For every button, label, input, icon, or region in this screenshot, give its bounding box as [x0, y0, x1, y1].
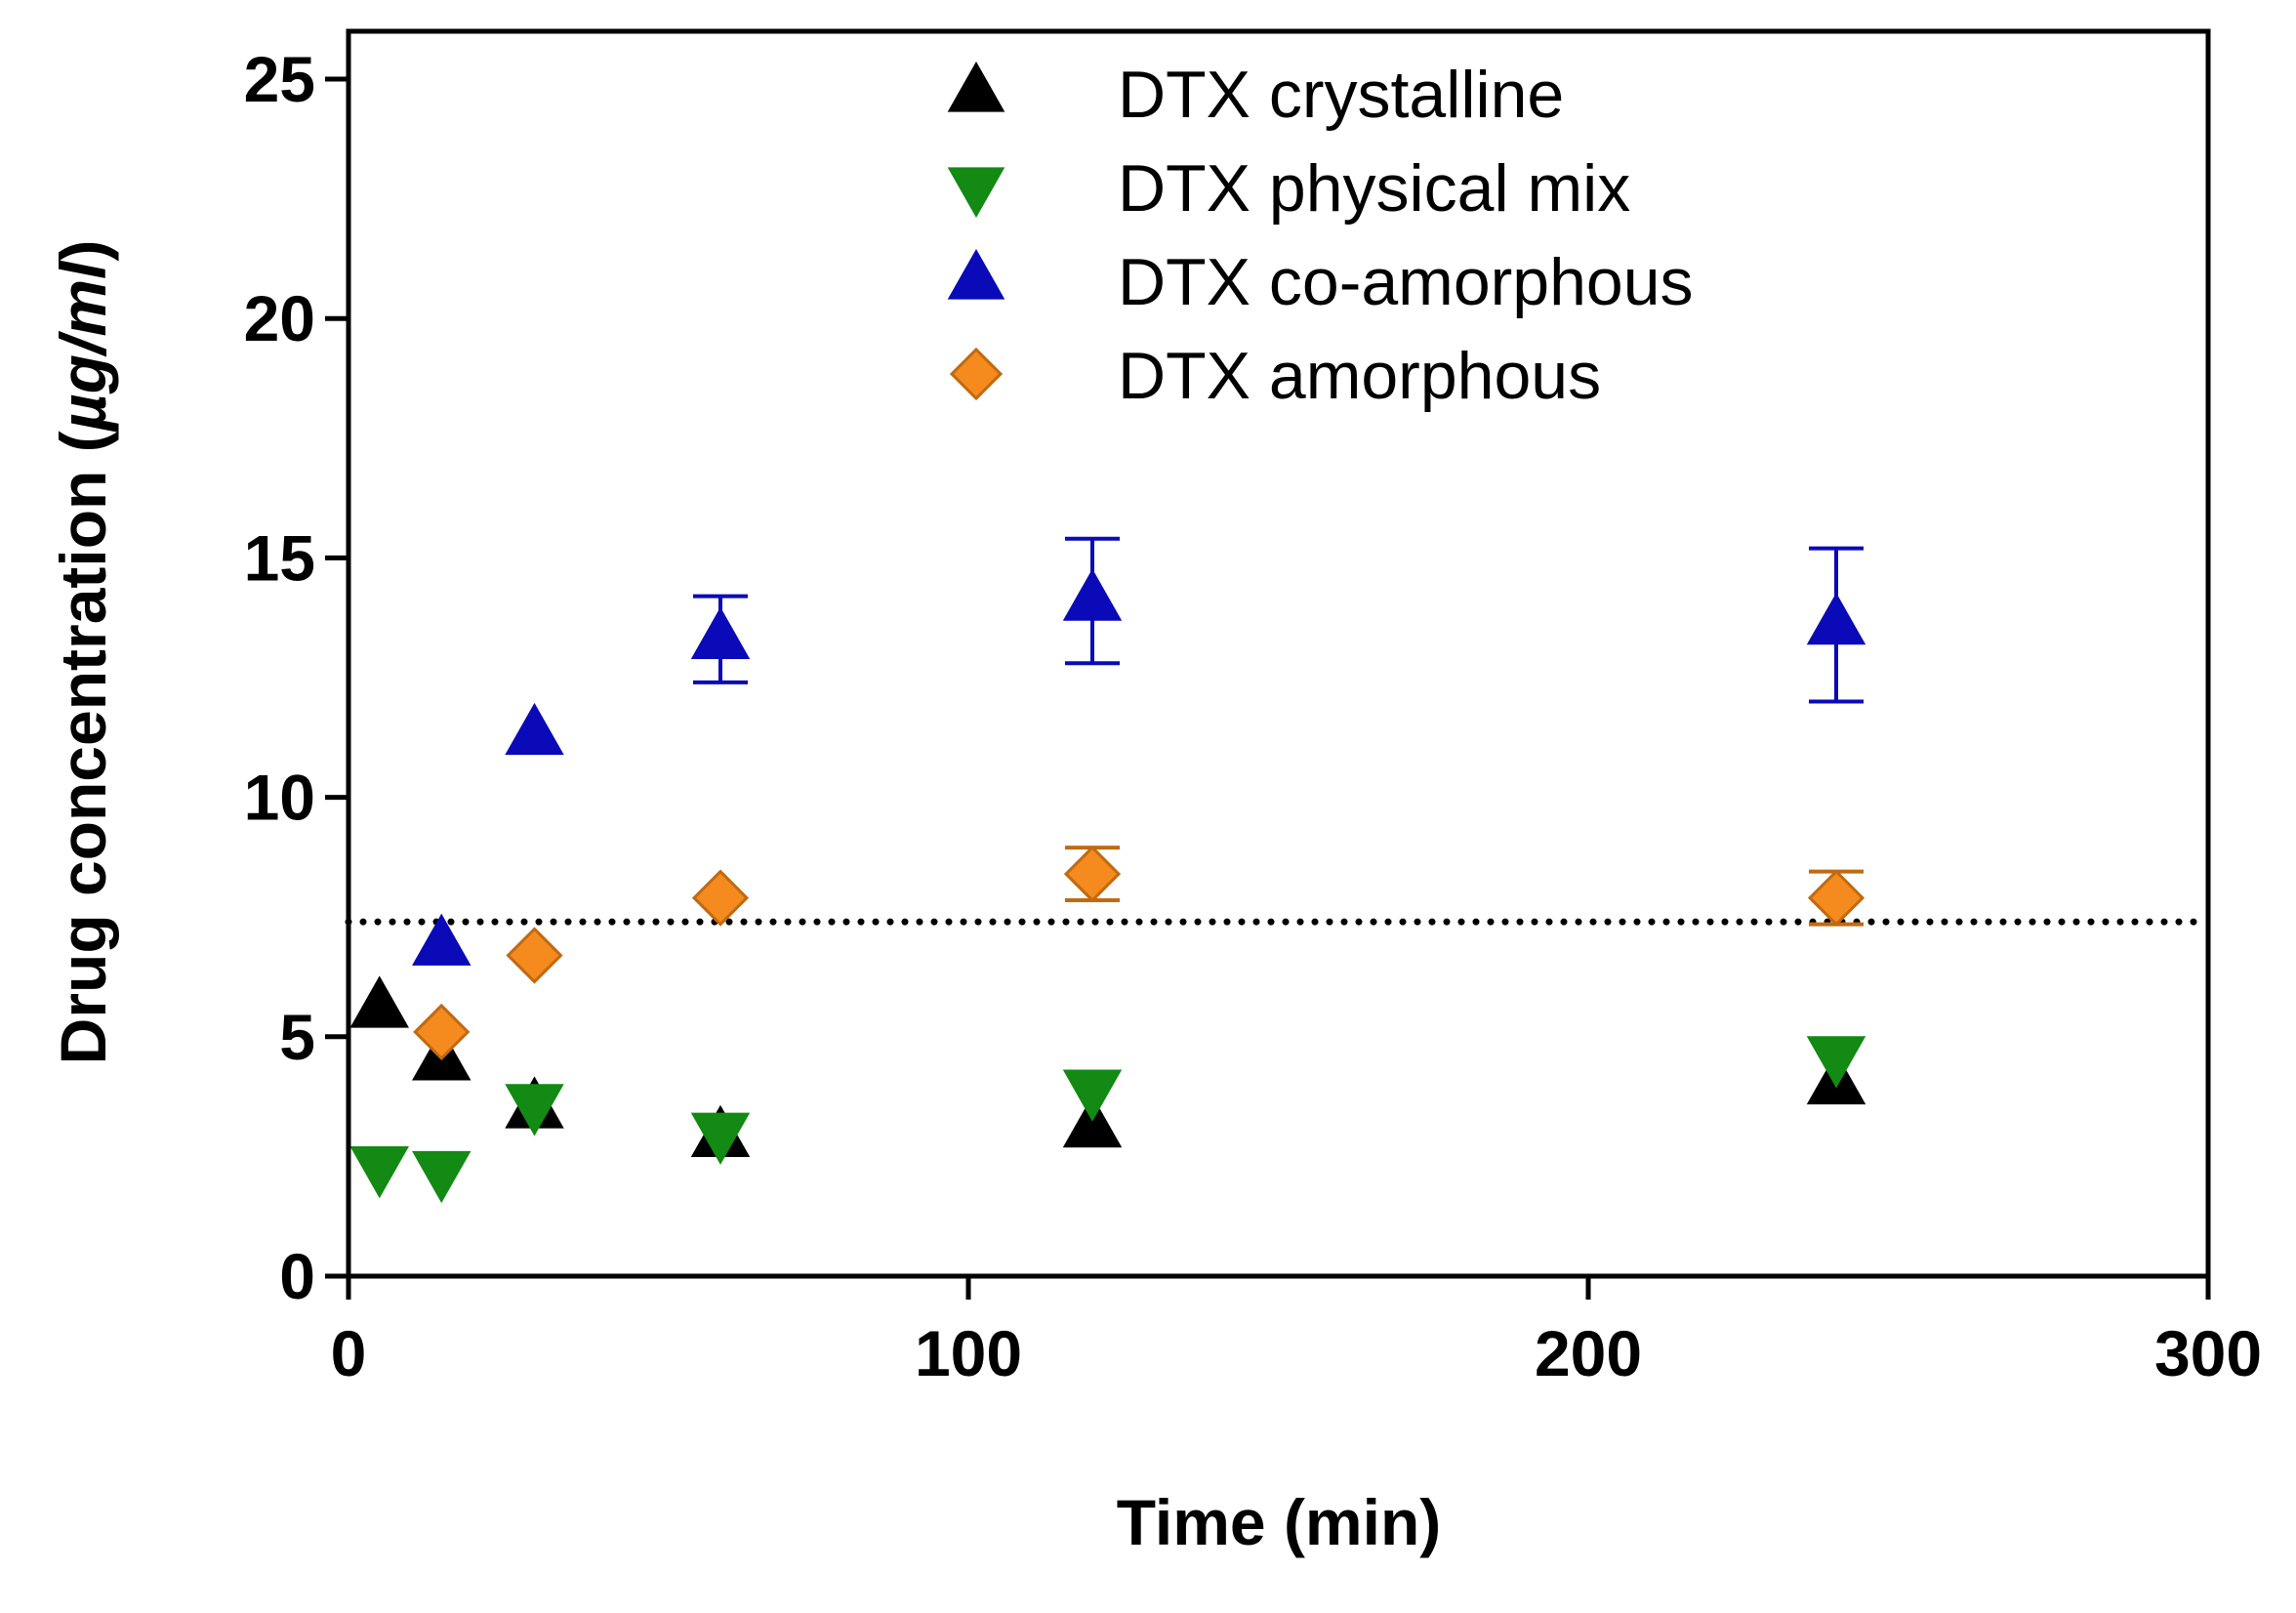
dtx-co-amorphous-point: [412, 913, 472, 966]
dtx-crystalline-point: [349, 975, 409, 1028]
dtx-physical-mix-point: [349, 1145, 409, 1199]
y-tick-label: 10: [244, 762, 315, 834]
legend: DTX crystalline DTX physical mix DTX co-am…: [947, 58, 1694, 413]
y-tick-label: 0: [279, 1240, 315, 1312]
y-tick-label: 5: [279, 1001, 315, 1073]
dtx-physical-mix-point: [1062, 1069, 1123, 1122]
dtx-co-amorphous-point: [1062, 568, 1123, 621]
x-axis-title: Time (min): [1117, 1486, 1441, 1558]
dtx-amorphous-point: [506, 927, 563, 984]
x-tick-label: 0: [331, 1317, 367, 1389]
y-tick-label: 20: [244, 282, 315, 354]
dtx-physical-mix-point: [412, 1150, 472, 1204]
ticks-layer: 0 100 200 300 0 5 10 15 20 25: [244, 43, 2262, 1389]
legend-marker-dtx-physical-mix: [947, 167, 1005, 219]
y-tick-label: 15: [244, 521, 315, 594]
dtx-amorphous-point: [1807, 869, 1866, 927]
dtx-amorphous-point: [413, 1003, 471, 1061]
legend-label-dtx-amorphous: DTX amorphous: [1118, 339, 1601, 413]
dtx-physical-mix-point: [505, 1084, 564, 1137]
x-tick-label: 300: [2154, 1317, 2262, 1389]
marker-layer: [349, 568, 1866, 1204]
dtx-crystalline-point: [1062, 1095, 1123, 1148]
legend-marker-dtx-crystalline: [947, 61, 1005, 112]
dtx-co-amorphous-point: [505, 702, 564, 756]
legend-label-dtx-crystalline: DTX crystalline: [1118, 58, 1564, 132]
y-axis-title-main: Drug concentration (: [47, 431, 119, 1064]
x-tick-label: 200: [1535, 1317, 1642, 1389]
dtx-physical-mix-point: [690, 1112, 751, 1165]
x-tick-label: 100: [915, 1317, 1022, 1389]
y-axis-title-unit: µg/ml: [47, 260, 119, 433]
dtx-co-amorphous-point: [690, 606, 751, 660]
legend-label-dtx-co-amorphous: DTX co-amorphous: [1118, 245, 1694, 319]
y-tick-label: 25: [244, 43, 315, 115]
legend-label-dtx-physical-mix: DTX physical mix: [1118, 151, 1630, 226]
dtx-co-amorphous-point: [1806, 593, 1866, 645]
y-axis-title: Drug concentration (µg/ml): [47, 240, 119, 1065]
dtx-physical-mix-point: [1806, 1036, 1866, 1089]
dtx-amorphous-point: [691, 869, 750, 927]
y-axis-title-close: ): [47, 240, 119, 262]
plot-frame: [346, 28, 2211, 1279]
dtx-amorphous-point: [1063, 845, 1122, 903]
legend-marker-dtx-co-amorphous: [947, 248, 1005, 300]
legend-marker-dtx-amorphous: [949, 347, 1004, 401]
